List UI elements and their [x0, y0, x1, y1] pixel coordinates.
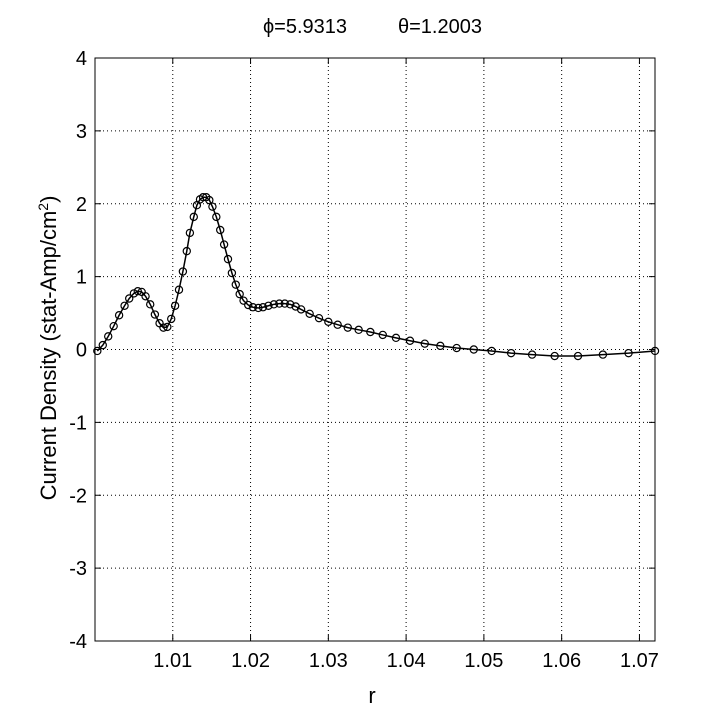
series-line — [96, 196, 656, 357]
data-point — [366, 327, 375, 337]
x-tick-label: 1.02 — [231, 650, 270, 672]
data-point — [170, 301, 180, 310]
data-point — [280, 299, 289, 308]
grid-lines — [95, 58, 655, 641]
y-tick-label: -4 — [69, 631, 87, 653]
y-axis-label-close: ) — [36, 196, 61, 203]
data-point — [469, 345, 478, 354]
data-point — [354, 325, 363, 335]
y-axis-label: Current Density (stat-Amp/cm2) — [35, 196, 61, 501]
data-point — [178, 267, 188, 276]
data-point — [109, 321, 118, 331]
data-point — [182, 246, 191, 256]
data-point — [98, 340, 107, 350]
data-point — [159, 323, 168, 332]
data-point — [254, 303, 263, 313]
data-point — [212, 212, 221, 222]
x-tick-label: 1.01 — [153, 650, 192, 672]
data-point — [258, 303, 268, 312]
y-tick-label: 0 — [76, 340, 87, 362]
data-point — [275, 299, 284, 308]
data-point — [227, 268, 237, 278]
x-tick-label: 1.04 — [387, 650, 426, 672]
x-tick-label: 1.06 — [542, 650, 581, 672]
data-point — [133, 287, 142, 296]
y-tick-label: -3 — [69, 558, 87, 580]
y-axis-label-superscript: 2 — [35, 203, 51, 211]
data-point — [286, 300, 295, 309]
data-point — [598, 350, 608, 359]
data-point — [436, 341, 445, 351]
y-tick-label: 4 — [76, 48, 87, 70]
data-point — [208, 202, 217, 211]
y-tick-labels: -4 -3 -2 -1 0 1 2 3 4 — [69, 48, 87, 653]
data-point — [120, 301, 129, 310]
data-point — [305, 309, 314, 318]
axis-ticks — [95, 57, 655, 642]
data-point — [231, 280, 240, 289]
data-point — [378, 330, 387, 340]
data-point — [93, 346, 102, 356]
data-point — [324, 317, 333, 327]
data-point — [487, 346, 496, 356]
x-tick-label: 1.07 — [620, 650, 659, 672]
data-point — [405, 336, 415, 345]
data-point — [624, 348, 633, 358]
data-point — [174, 285, 184, 294]
data-point — [141, 292, 150, 301]
data-point — [167, 314, 176, 324]
chart-title-phi: ϕ=5.9313 — [263, 16, 347, 38]
data-point — [264, 301, 273, 310]
y-tick-label: 3 — [76, 121, 87, 143]
data-point — [527, 350, 537, 359]
data-point — [125, 294, 134, 303]
data-point — [223, 254, 233, 264]
y-tick-label: 2 — [76, 194, 87, 216]
data-point — [146, 300, 155, 309]
data-point — [114, 311, 124, 320]
data-point — [650, 346, 660, 356]
y-tick-label: -1 — [69, 412, 87, 434]
data-point — [163, 322, 172, 332]
x-axis-label: r — [368, 683, 375, 708]
y-tick-label: -2 — [69, 485, 87, 507]
data-point — [239, 296, 248, 305]
x-tick-label: 1.03 — [309, 650, 348, 672]
y-axis-label-main: Current Density (stat-Amp/cm — [36, 211, 61, 501]
chart-title-theta: θ=1.2003 — [398, 16, 482, 38]
data-point — [296, 305, 306, 314]
data-point — [343, 323, 352, 332]
series-markers — [93, 192, 660, 361]
data-point — [573, 351, 583, 361]
data-point — [235, 289, 244, 299]
data-point — [550, 351, 559, 361]
data-point — [219, 240, 229, 249]
data-point — [333, 320, 342, 329]
data-point — [189, 212, 198, 222]
x-tick-label: 1.05 — [464, 650, 503, 672]
data-point — [248, 303, 258, 312]
data-point — [506, 348, 516, 358]
data-point — [185, 228, 195, 238]
data-point — [244, 300, 253, 310]
data-point — [205, 195, 214, 205]
x-tick-labels: 1.01 1.02 1.03 1.04 1.05 1.06 1.07 — [153, 650, 659, 672]
data-point — [104, 332, 113, 341]
data-point — [314, 313, 324, 323]
data-point — [269, 300, 279, 309]
data-point — [420, 339, 429, 348]
data-point — [216, 225, 225, 235]
y-tick-label: 1 — [76, 267, 87, 289]
data-point — [452, 343, 461, 353]
data-point — [150, 310, 160, 319]
data-point — [391, 333, 401, 343]
